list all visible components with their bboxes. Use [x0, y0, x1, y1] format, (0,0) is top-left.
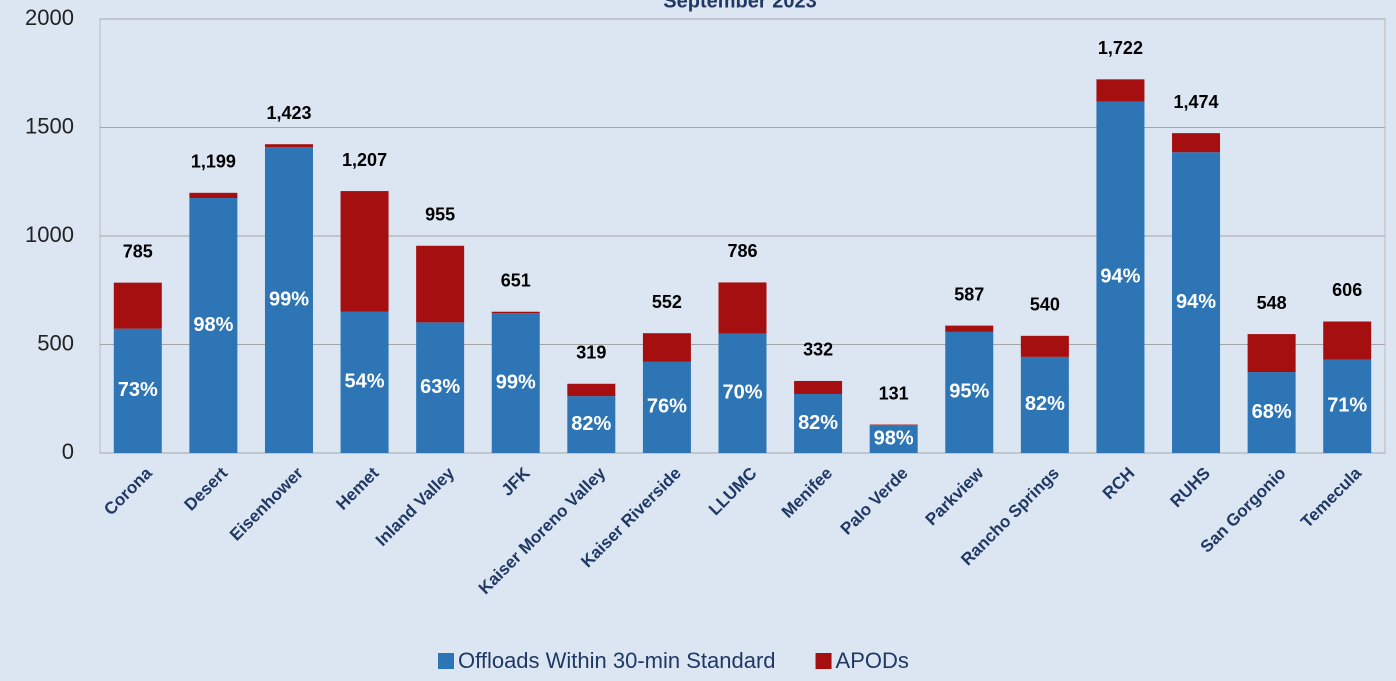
total-label: 1,423: [266, 103, 311, 123]
bar-segment: [264, 144, 313, 148]
bar-segment: [945, 325, 994, 332]
percent-label: 82%: [571, 413, 611, 435]
bar-segment: [416, 322, 465, 453]
bar-segment: [1096, 101, 1145, 453]
bar-segment: [718, 333, 767, 453]
x-tick-label: Palo Verde: [837, 464, 912, 539]
bar-segment: [113, 328, 162, 453]
percent-label: 82%: [1025, 393, 1065, 415]
bar-segment: [1020, 356, 1069, 453]
bar-segment: [113, 282, 162, 329]
x-tick-label: Kaiser Moreno Valley: [475, 463, 610, 598]
bar-segment: [189, 198, 238, 453]
total-label: 587: [954, 284, 984, 304]
percent-label: 68%: [1252, 401, 1292, 423]
total-label: 131: [879, 383, 909, 403]
percent-label: 82%: [798, 412, 838, 434]
bar-segment: [1323, 321, 1372, 360]
total-label: 552: [652, 292, 682, 312]
bar-segment: [567, 383, 616, 397]
bar-segment: [642, 361, 691, 453]
chart-title: September 2023: [663, 0, 816, 12]
x-tick-label: Inland Valley: [372, 463, 459, 550]
percent-label: 54%: [345, 371, 385, 393]
total-label: 1,474: [1174, 92, 1219, 112]
bar-segment: [1020, 335, 1069, 357]
y-tick-label: 1500: [25, 113, 74, 138]
total-label: 1,722: [1098, 38, 1143, 58]
percent-label: 95%: [949, 381, 989, 403]
percent-label: 98%: [193, 314, 233, 336]
total-label: 319: [576, 343, 606, 363]
bar-segment: [794, 393, 843, 453]
bar-segment: [1172, 152, 1221, 453]
x-tick-label: Desert: [181, 463, 232, 514]
legend-swatch: [815, 653, 832, 669]
percent-label: 98%: [874, 427, 914, 449]
total-label: 332: [803, 340, 833, 360]
percent-label: 99%: [269, 288, 309, 310]
total-label: 1,207: [342, 150, 387, 170]
x-tick-label: RUHS: [1167, 464, 1214, 511]
x-tick-label: Menifee: [778, 464, 836, 522]
x-tick-label: JFK: [498, 463, 535, 500]
percent-label: 94%: [1176, 291, 1216, 313]
bar-segment: [869, 424, 918, 426]
legend-swatch: [438, 653, 454, 669]
total-label: 1,199: [191, 152, 236, 172]
bar-segment: [416, 245, 465, 323]
percent-label: 94%: [1100, 266, 1140, 288]
percent-label: 63%: [420, 376, 460, 398]
x-tick-label: Corona: [100, 463, 156, 519]
percent-label: 73%: [118, 379, 158, 401]
total-label: 786: [727, 241, 757, 261]
x-tick-label: Temecula: [1297, 463, 1365, 531]
legend-label: Offloads Within 30-min Standard: [458, 648, 776, 673]
total-label: 606: [1332, 280, 1362, 300]
bar-segment: [340, 311, 389, 453]
bar-segment: [1172, 133, 1221, 153]
x-tick-label: LLUMC: [705, 464, 760, 519]
percent-label: 99%: [496, 371, 536, 393]
y-tick-label: 1000: [25, 222, 74, 247]
y-tick-label: 0: [62, 439, 74, 464]
x-tick-label: Parkview: [922, 463, 988, 529]
percent-label: 71%: [1327, 395, 1367, 417]
y-tick-label: 2000: [25, 5, 74, 30]
total-label: 651: [501, 270, 531, 290]
total-label: 548: [1257, 293, 1287, 313]
bar-segment: [718, 282, 767, 334]
bar-segment: [567, 396, 616, 453]
bar-segment: [1247, 334, 1296, 373]
y-tick-label: 500: [37, 330, 74, 355]
bar-segment: [491, 311, 540, 314]
bar-segment: [1096, 79, 1145, 102]
bar-segment: [264, 147, 313, 453]
bar-segment: [642, 333, 691, 362]
bar-segment: [1247, 372, 1296, 453]
bar-segment: [945, 331, 994, 453]
bar-segment: [340, 191, 389, 312]
percent-label: 76%: [647, 396, 687, 418]
total-label: 955: [425, 205, 455, 225]
bar-segment: [491, 313, 540, 453]
legend-label: APODs: [836, 648, 909, 673]
x-tick-label: RCH: [1099, 464, 1138, 503]
bar-segment: [189, 192, 238, 199]
bar-segment: [1323, 359, 1372, 453]
bar-segment: [794, 380, 843, 394]
total-label: 785: [123, 241, 153, 261]
bar-segment: [869, 425, 918, 453]
x-tick-label: Hemet: [332, 463, 382, 513]
percent-label: 70%: [722, 382, 762, 404]
total-label: 540: [1030, 295, 1060, 315]
x-tick-label: Eisenhower: [226, 463, 307, 544]
